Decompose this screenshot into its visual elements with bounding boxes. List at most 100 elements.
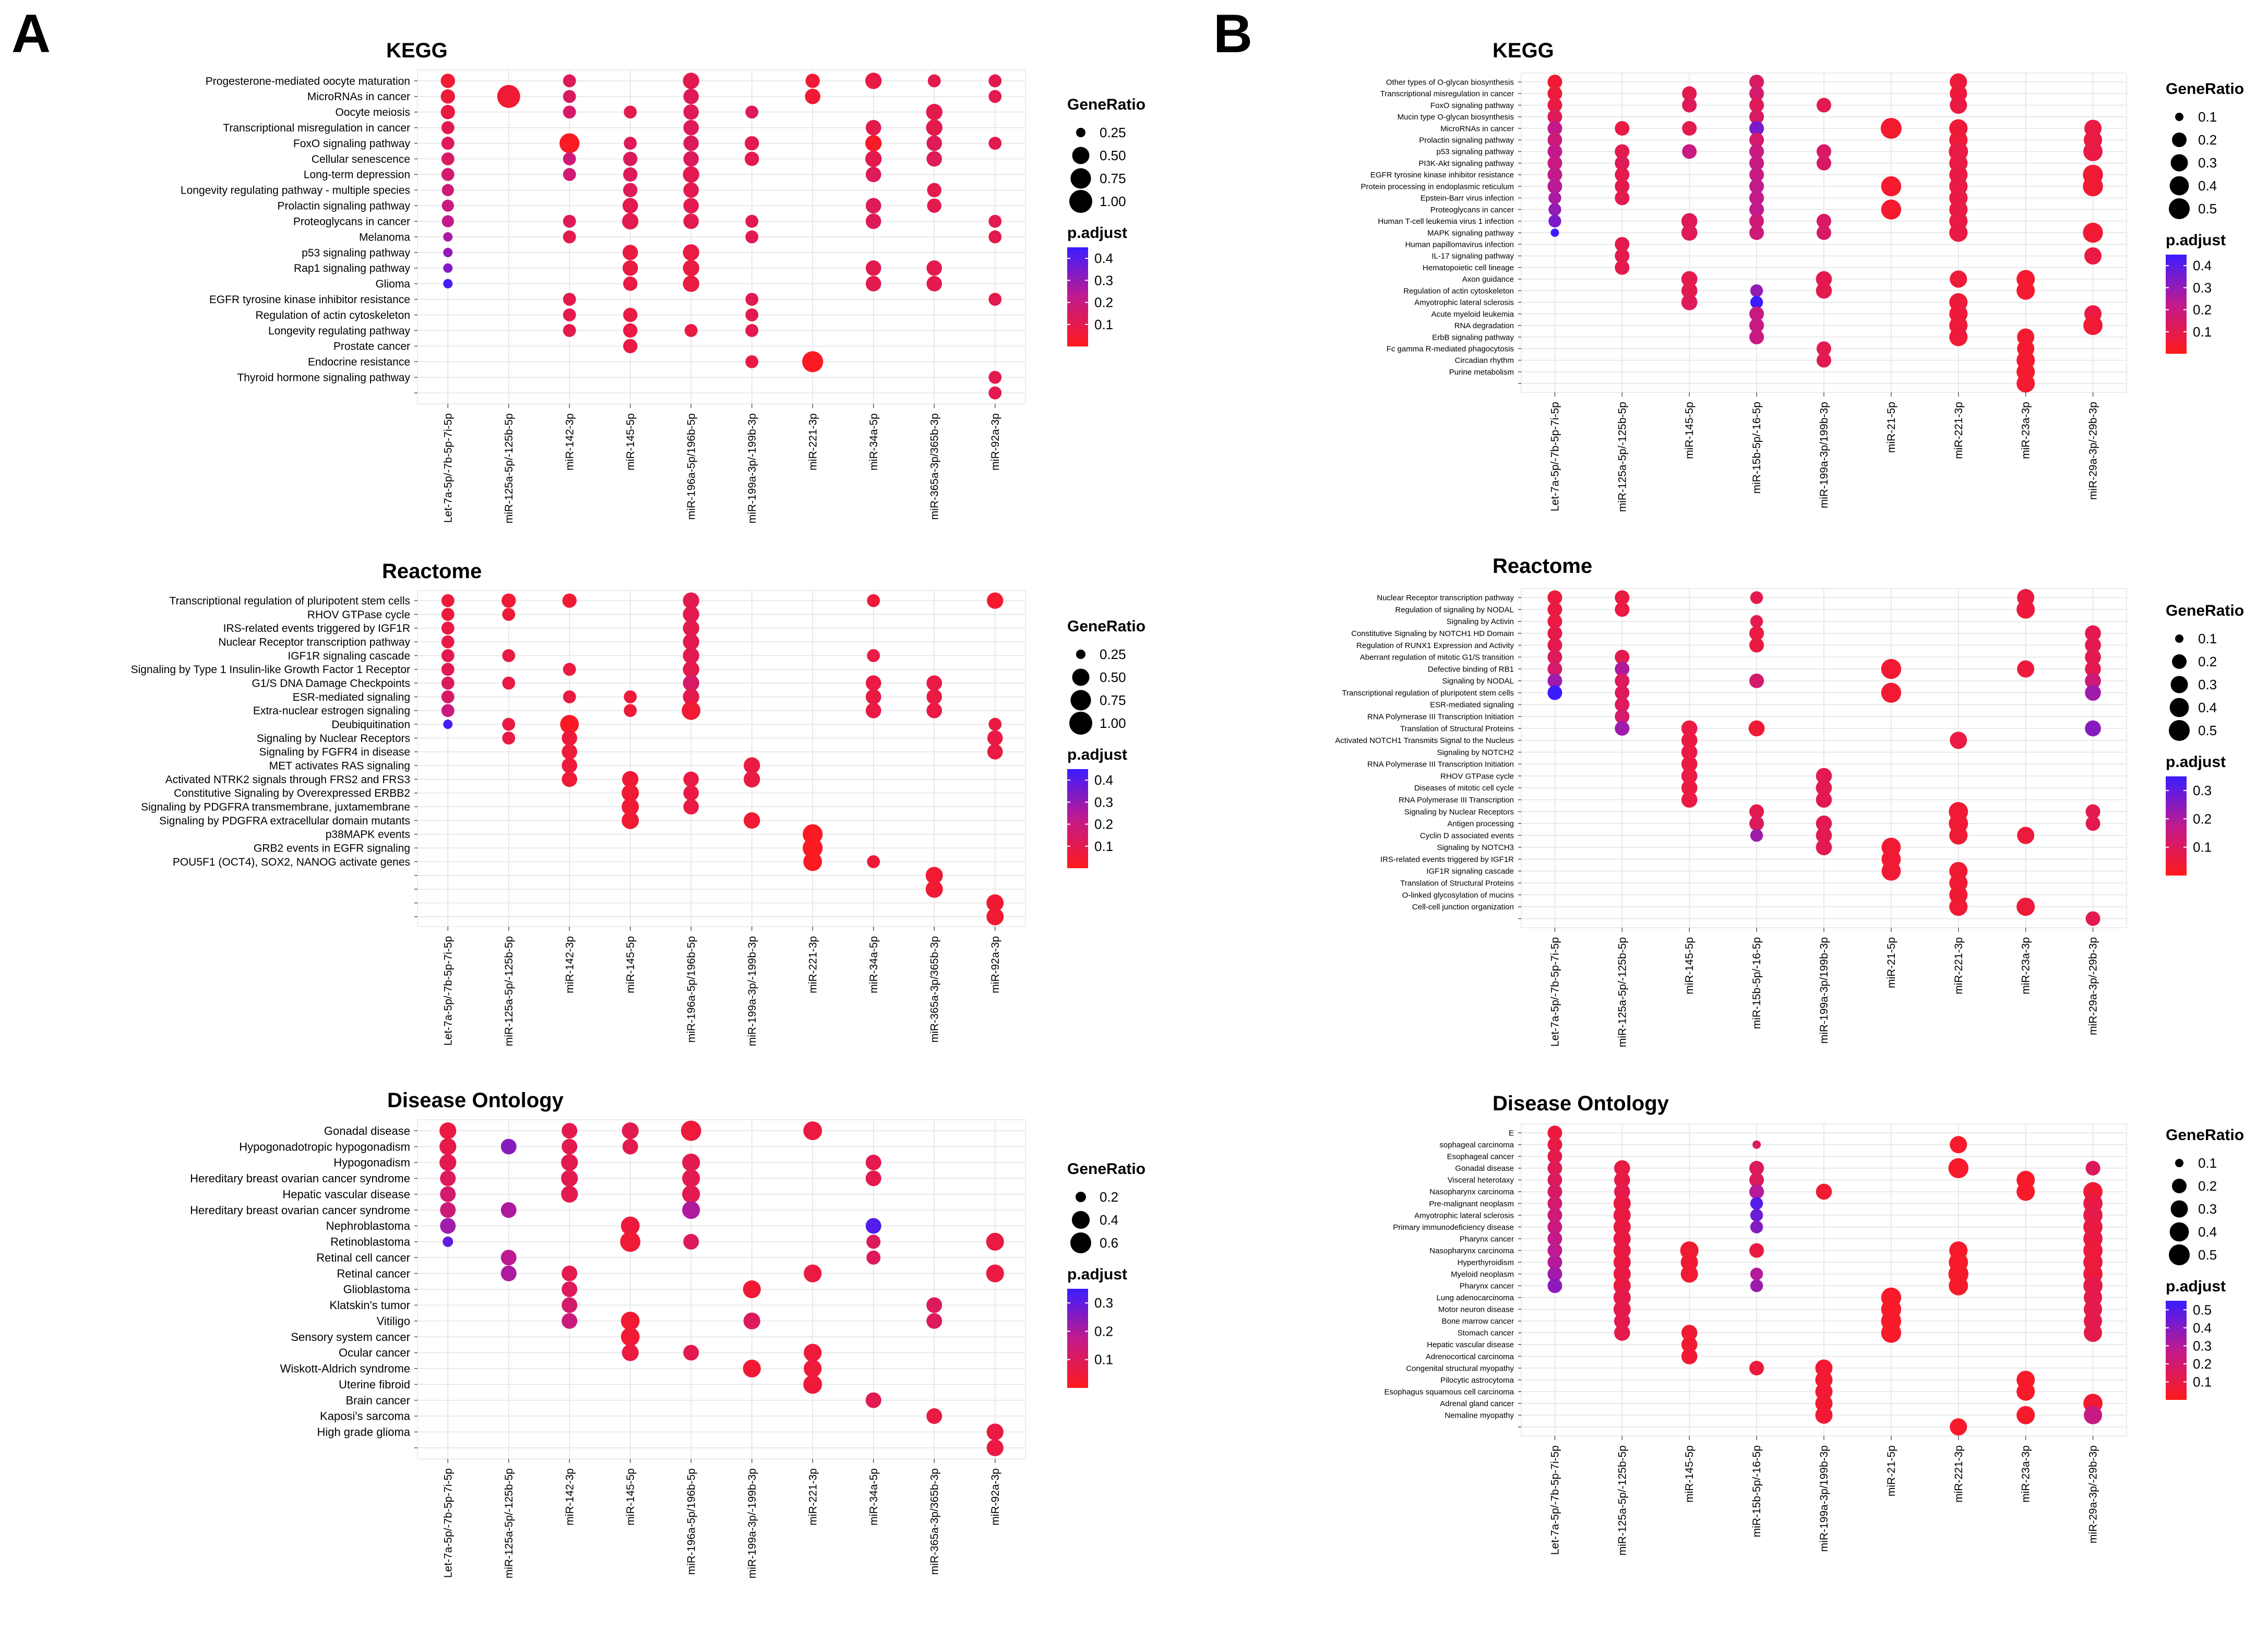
data-point	[562, 1265, 578, 1281]
data-point	[2085, 685, 2101, 701]
data-point	[1681, 756, 1698, 772]
y-tick-label: Bone marrow cancer	[1442, 1317, 1514, 1326]
legend-size-dot	[2175, 113, 2183, 121]
data-point	[1547, 685, 1562, 700]
colorbar	[1067, 247, 1088, 346]
y-tick-label: Transcriptional misregulation in cancer	[1380, 90, 1514, 99]
x-tick-label: miR-221-3p	[807, 936, 819, 993]
data-point	[1881, 861, 1901, 881]
data-point	[926, 689, 942, 705]
colorbar-label: 0.1	[1094, 1352, 1113, 1368]
x-tick-label: miR-142-3p	[564, 936, 576, 993]
data-point	[802, 351, 823, 373]
data-point	[1749, 1172, 1764, 1188]
x-tick-label: Let-7a-5p/-7b-5p-7i-5p	[442, 936, 454, 1046]
x-tick-label: miR-145-5p	[1684, 937, 1696, 994]
data-point	[1547, 1231, 1562, 1247]
data-point	[561, 1185, 578, 1203]
data-point	[1681, 732, 1698, 749]
data-point	[682, 1185, 700, 1203]
x-tick-label: miR-221-3p	[1953, 1445, 1965, 1503]
data-point	[865, 198, 881, 213]
colorbar-label: 0.2	[1094, 817, 1113, 832]
y-tick-label: Ocular cancer	[339, 1346, 410, 1359]
legend-size-title: GeneRatio	[2166, 80, 2244, 98]
y-tick-label: Signaling by PDGFRA extracellular domain…	[159, 815, 410, 827]
y-tick-label: Wiskott-Aldrich syndrome	[280, 1362, 410, 1375]
y-tick-label: RNA Polymerase III Transcription Initiat…	[1367, 760, 1514, 769]
data-point	[1681, 720, 1698, 737]
y-tick-label: Adrenocortical carcinoma	[1426, 1352, 1514, 1361]
x-tick-label: miR-221-3p	[1953, 402, 1965, 459]
data-point	[2084, 247, 2102, 265]
data-point	[1547, 167, 1562, 182]
legend-size-label: 0.50	[1100, 669, 1126, 685]
data-point	[865, 135, 882, 152]
x-tick-label: Let-7a-5p/-7b-5p-7i-5p	[442, 1468, 454, 1578]
data-point	[441, 184, 454, 196]
colorbar-label: 0.2	[1094, 1323, 1113, 1339]
data-point	[865, 1154, 881, 1170]
data-point	[1749, 1243, 1764, 1258]
data-point	[443, 720, 453, 729]
x-tick-label: miR-34a-5p	[868, 1468, 880, 1526]
y-tick-label: Long-term depression	[304, 169, 410, 181]
x-tick-label: miR-92a-3p	[989, 936, 1001, 993]
y-tick-label: Hypogonadotropic hypogonadism	[239, 1140, 410, 1153]
data-point	[865, 703, 881, 718]
data-point	[502, 608, 516, 621]
data-point	[502, 732, 516, 745]
data-point	[620, 1231, 641, 1252]
y-tick-label: Pharynx cancer	[1460, 1235, 1514, 1243]
y-tick-label: Longevity regulating pathway	[268, 325, 411, 337]
y-tick-label: Regulation of signaling by NODAL	[1395, 605, 1514, 614]
data-point	[683, 104, 699, 120]
legend-size-label: 0.4	[2198, 1224, 2217, 1240]
data-point	[2085, 625, 2101, 642]
data-point	[1681, 271, 1698, 287]
y-tick-label: Aberrant regulation of mitotic G1/S tran…	[1360, 653, 1514, 662]
data-point	[2085, 661, 2101, 677]
data-point	[562, 1123, 578, 1139]
data-point	[441, 167, 455, 181]
legend-size-label: 0.75	[1100, 171, 1126, 186]
data-point	[1615, 167, 1630, 182]
data-point	[1816, 792, 1832, 808]
y-tick-label: Cell-cell junction organization	[1412, 903, 1514, 912]
data-point	[1750, 296, 1763, 309]
y-tick-label: Rap1 signaling pathway	[294, 262, 410, 274]
y-tick-label: sophageal carcinoma	[1439, 1141, 1514, 1149]
legend-color-title: p.adjust	[1067, 746, 1127, 763]
data-point	[1750, 591, 1763, 604]
data-point	[622, 260, 638, 276]
y-tick-label: Nuclear Receptor transcription pathway	[218, 637, 410, 649]
y-tick-label: Oocyte meiosis	[335, 106, 410, 118]
data-point	[743, 1359, 761, 1378]
y-tick-label: Hereditary breast ovarian cancer syndrom…	[190, 1172, 410, 1185]
y-tick-label: Lung adenocarcinoma	[1437, 1293, 1514, 1302]
data-point	[2083, 142, 2103, 161]
legend-size-title: GeneRatio	[2166, 602, 2244, 619]
legend-size-dot	[1070, 690, 1091, 711]
colorbar	[1067, 1289, 1088, 1388]
data-point	[744, 812, 760, 829]
x-tick-label: miR-34a-5p	[868, 936, 880, 993]
data-point	[1547, 1137, 1562, 1152]
data-point	[1950, 732, 1967, 749]
colorbar	[2166, 255, 2187, 354]
y-tick-label: Defective binding of RB1	[1428, 665, 1514, 674]
data-point	[1614, 1172, 1630, 1188]
legend-size-label: 0.3	[2198, 155, 2217, 171]
y-tick-label: Hepatic vascular disease	[282, 1188, 410, 1201]
x-tick-label: miR-29a-3p/-29b-3p	[2087, 1445, 2099, 1543]
x-tick-label: miR-29a-3p/-29b-3p	[2087, 402, 2099, 500]
data-point	[1817, 144, 1831, 159]
data-point	[1547, 1172, 1562, 1188]
x-tick-label: miR-34a-5p	[868, 413, 880, 471]
data-point	[683, 771, 699, 787]
data-point	[1547, 144, 1562, 159]
data-point	[1816, 282, 1832, 299]
data-point	[1547, 1149, 1562, 1164]
legend-size-dot	[1076, 128, 1085, 137]
data-point	[2085, 1160, 2100, 1176]
